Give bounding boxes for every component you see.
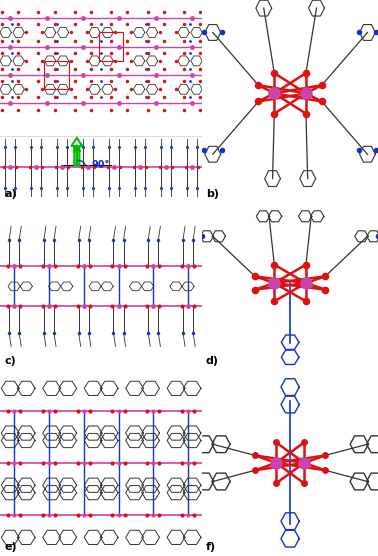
Text: e): e) — [4, 542, 17, 552]
Bar — [99, 32, 123, 61]
Bar — [45, 61, 69, 90]
Text: b): b) — [206, 189, 219, 199]
Text: d): d) — [206, 356, 219, 366]
Text: a): a) — [4, 189, 17, 199]
Text: 90°: 90° — [91, 160, 109, 170]
Text: c): c) — [4, 356, 16, 366]
Text: f): f) — [206, 542, 216, 552]
